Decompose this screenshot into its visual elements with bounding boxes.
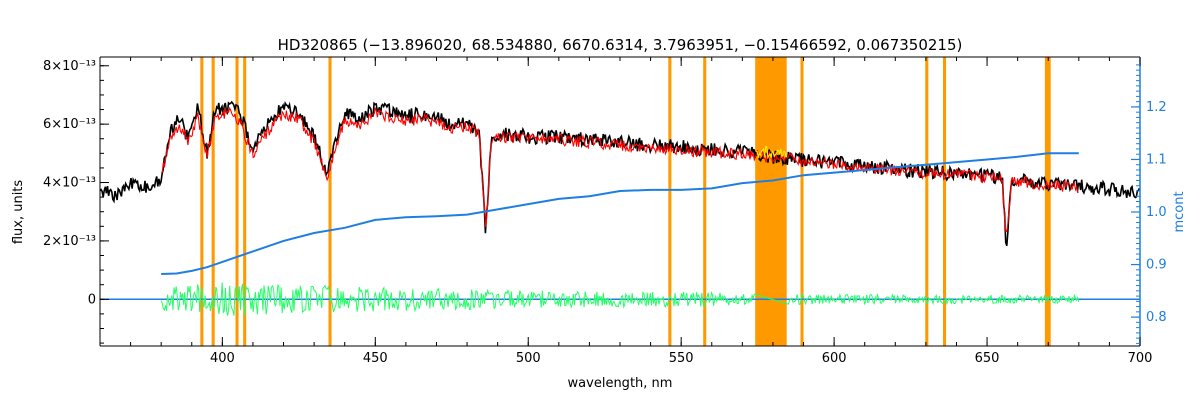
series-residuals	[160, 282, 1080, 316]
y-tick-label: 4×10⁻¹³	[43, 176, 96, 191]
x-tick-label: 550	[669, 351, 694, 366]
y-axis-label: flux, units	[11, 180, 26, 245]
y-tick-label: 6×10⁻¹³	[43, 117, 96, 132]
masked-region-2	[235, 57, 239, 346]
y-right-tick-label: 1.2	[1146, 100, 1167, 115]
masked-region-4	[328, 57, 332, 346]
series-model-masked	[756, 145, 787, 160]
series-continuum	[161, 152, 1079, 275]
masked-region-0	[200, 57, 204, 346]
masked-regions	[200, 57, 1051, 346]
masked-region-10	[943, 57, 947, 346]
x-tick-label: 700	[1128, 351, 1153, 366]
axes: 400 450 500 550 600 650 700 0 2×10⁻¹³ 4×10⁻¹³ 6×10…	[43, 56, 1167, 366]
masked-region-1	[211, 57, 215, 346]
y-right-axis-label: mcont	[1172, 191, 1187, 232]
y-right-tick-label: 0.8	[1146, 310, 1167, 325]
x-tick-label: 600	[822, 351, 847, 366]
masked-region-5	[668, 57, 672, 346]
series-layer	[99, 100, 1141, 316]
chart-title: HD320865 (−13.896020, 68.534880, 6670.63…	[278, 36, 963, 54]
masked-region-3	[243, 57, 247, 346]
masked-region-6	[703, 57, 707, 346]
y-right-tick-label: 1.1	[1146, 152, 1167, 167]
y-right-tick-label: 0.9	[1146, 258, 1167, 273]
series-model	[160, 106, 1079, 233]
y-tick-label: 0	[88, 292, 96, 307]
x-tick-label: 500	[516, 351, 541, 366]
x-axis-label: wavelength, nm	[568, 376, 673, 391]
y-tick-label: 2×10⁻¹³	[43, 234, 96, 249]
series-observed	[99, 100, 1141, 247]
x-tick-label: 450	[363, 351, 388, 366]
y-right-tick-label: 1.0	[1146, 205, 1167, 220]
x-tick-label: 650	[975, 351, 1000, 366]
masked-region-9	[925, 57, 929, 346]
x-tick-label: 400	[210, 351, 235, 366]
y-tick-label: 8×10⁻¹³	[43, 59, 96, 74]
masked-region-11	[1044, 57, 1051, 346]
masked-region-8	[800, 57, 804, 346]
masked-region-7	[755, 57, 787, 346]
